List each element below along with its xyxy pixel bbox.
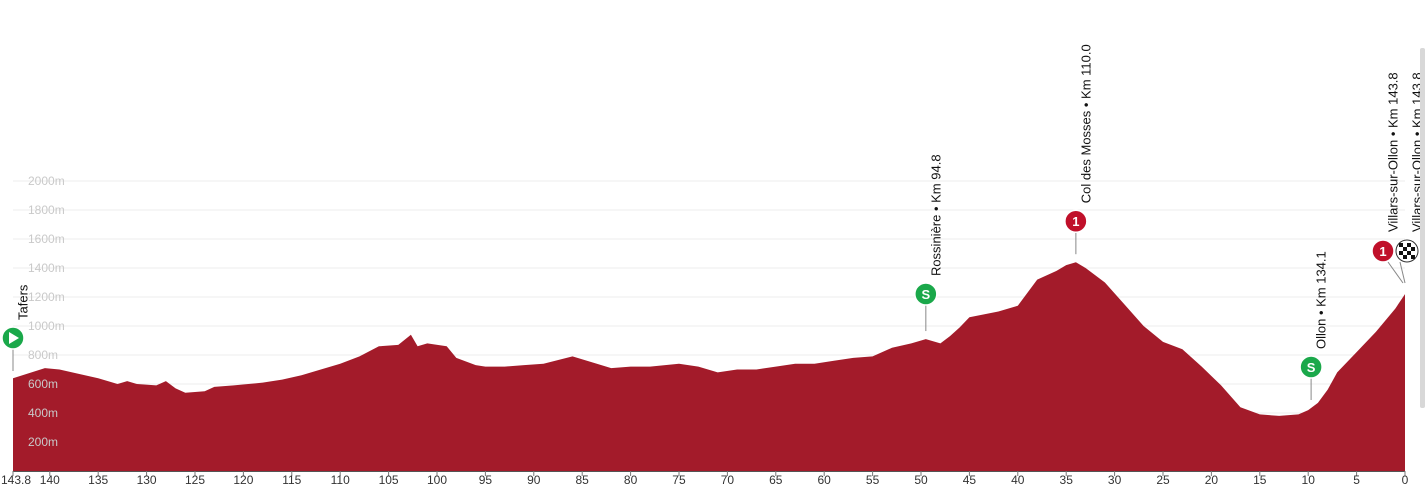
vertical-scrollbar[interactable] xyxy=(1420,48,1425,408)
x-tick-label: 100 xyxy=(427,473,447,487)
x-tick-label: 85 xyxy=(576,473,590,487)
svg-text:1: 1 xyxy=(1072,214,1079,229)
x-tick-label: 0 xyxy=(1402,473,1409,487)
marker-stem xyxy=(1399,261,1406,284)
y-tick-label: 600m xyxy=(28,377,58,391)
y-tick-label: 1000m xyxy=(28,319,65,333)
x-tick-label: 115 xyxy=(282,473,301,487)
x-tick-label: 80 xyxy=(624,473,638,487)
x-tick-label: 15 xyxy=(1253,473,1267,487)
x-tick-label: 35 xyxy=(1060,473,1074,487)
x-tick-label: 30 xyxy=(1108,473,1122,487)
x-tick-label: 5 xyxy=(1353,473,1360,487)
y-tick-label: 1400m xyxy=(28,261,65,275)
x-tick-label: 20 xyxy=(1205,473,1219,487)
x-tick-label: 70 xyxy=(721,473,735,487)
finish-flag-icon xyxy=(1395,239,1419,263)
y-tick-label: 200m xyxy=(28,435,58,449)
x-tick-label: 60 xyxy=(818,473,832,487)
y-tick-label: 1200m xyxy=(28,290,65,304)
marker-label: Ollon • Km 134.1 xyxy=(1314,251,1329,349)
sprint-icon: S xyxy=(1299,355,1323,379)
y-tick-label: 800m xyxy=(28,348,58,362)
y-tick-label: 2000m xyxy=(28,174,65,188)
x-tick-label: 65 xyxy=(769,473,783,487)
svg-text:S: S xyxy=(1307,360,1316,375)
kom-icon: 1 xyxy=(1371,239,1395,263)
y-tick-label: 400m xyxy=(28,406,58,420)
x-tick-label: 120 xyxy=(233,473,253,487)
x-tick-label: 40 xyxy=(1011,473,1025,487)
x-tick-label: 125 xyxy=(185,473,205,487)
x-tick-label: 25 xyxy=(1156,473,1170,487)
marker-label: Col des Mosses • Km 110.0 xyxy=(1078,44,1093,203)
marker-label: Villars-sur-Ollon • Km 143.8 xyxy=(1386,72,1401,232)
x-tick-label: 135 xyxy=(88,473,108,487)
x-tick-label: 105 xyxy=(379,473,399,487)
marker-label: Rossinière • Km 94.8 xyxy=(928,154,943,276)
y-tick-label: 1800m xyxy=(28,203,65,217)
x-tick-label: 143.8 xyxy=(1,473,31,487)
x-tick-label: 140 xyxy=(40,473,60,487)
x-tick-label: 95 xyxy=(479,473,493,487)
kom-icon: 1 xyxy=(1064,209,1088,233)
play-icon xyxy=(1,326,25,350)
x-tick-label: 55 xyxy=(866,473,880,487)
x-tick-label: 50 xyxy=(914,473,928,487)
x-tick-label: 75 xyxy=(672,473,686,487)
y-tick-label: 1600m xyxy=(28,232,65,246)
marker-stem xyxy=(1387,261,1404,284)
x-tick-label: 45 xyxy=(963,473,977,487)
svg-text:S: S xyxy=(921,287,930,302)
x-tick-label: 10 xyxy=(1302,473,1316,487)
sprint-icon: S xyxy=(914,282,938,306)
svg-text:1: 1 xyxy=(1379,244,1386,259)
x-tick-label: 110 xyxy=(331,473,350,487)
x-tick-label: 90 xyxy=(527,473,541,487)
x-tick-label: 130 xyxy=(137,473,157,487)
elevation-area xyxy=(13,262,1405,471)
marker-label: Tafers xyxy=(16,284,31,320)
